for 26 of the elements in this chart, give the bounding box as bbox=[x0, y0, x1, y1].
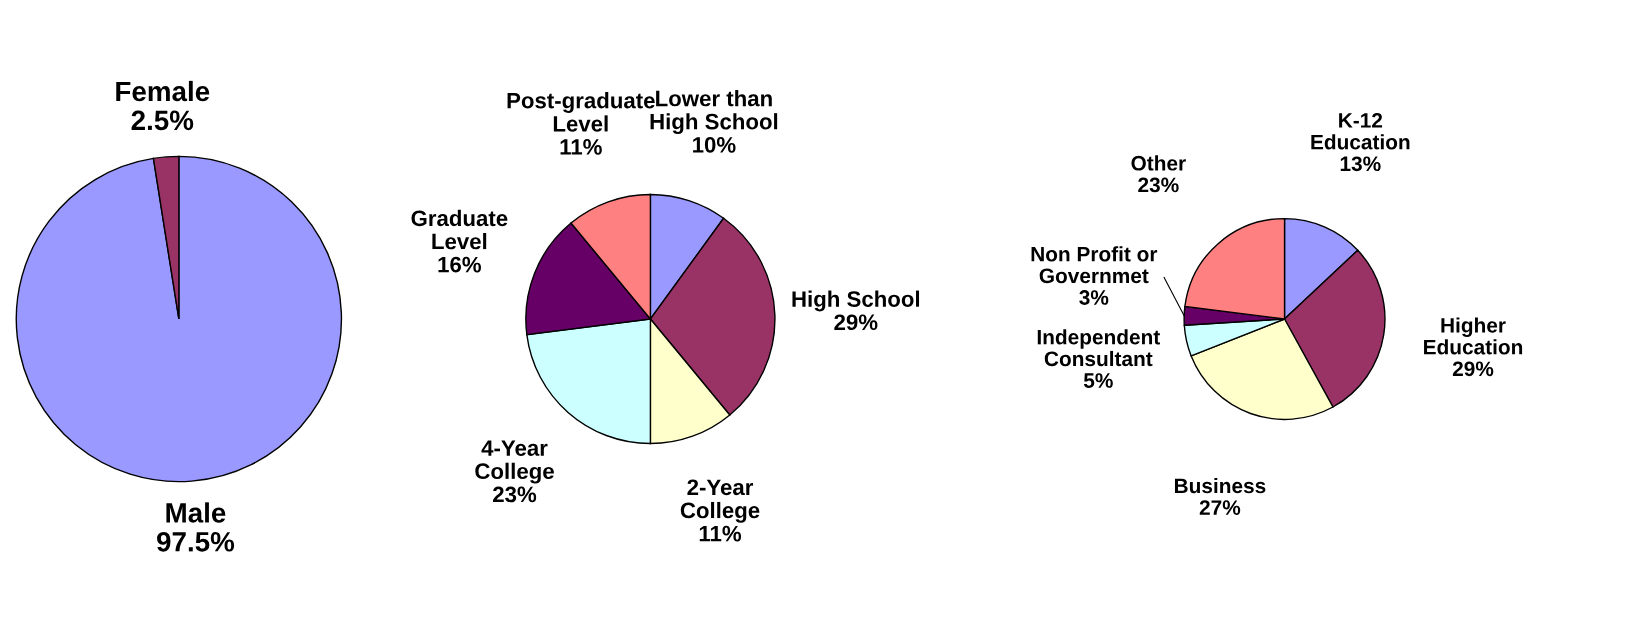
slice-label: Other bbox=[1131, 155, 1186, 171]
slice-label: 4-Year College bbox=[475, 440, 554, 484]
data-label: 5% bbox=[1083, 373, 1113, 388]
slice-label: Graduate Level bbox=[411, 209, 508, 250]
data-label: 97.5% bbox=[157, 531, 235, 552]
data-label: 2.5% bbox=[131, 110, 194, 131]
data-label: 16% bbox=[438, 256, 481, 273]
data-label: 23% bbox=[493, 486, 537, 503]
slice-label: Independent Consultant bbox=[1037, 329, 1160, 367]
data-label: 23% bbox=[1138, 177, 1179, 193]
data-label: 3% bbox=[1079, 290, 1109, 305]
data-label: 29% bbox=[834, 314, 878, 331]
data-label: 11% bbox=[699, 525, 742, 542]
slice-label: Non Profit or Governmet bbox=[1031, 246, 1158, 284]
slice-label: Higher Education bbox=[1424, 317, 1523, 355]
slice-label: High School bbox=[792, 290, 920, 312]
data-label: 29% bbox=[1452, 361, 1494, 377]
data-label: 10% bbox=[693, 136, 736, 153]
slice-label: K-12 Education bbox=[1311, 113, 1410, 150]
slice-label: 2-Year College bbox=[680, 479, 760, 523]
data-label: 11% bbox=[560, 139, 602, 155]
data-label: 27% bbox=[1199, 500, 1241, 515]
slice-label: Female bbox=[116, 80, 210, 102]
slice-label: Business bbox=[1174, 477, 1266, 494]
data-label: 13% bbox=[1340, 156, 1381, 172]
slice-label: Male bbox=[166, 502, 226, 523]
